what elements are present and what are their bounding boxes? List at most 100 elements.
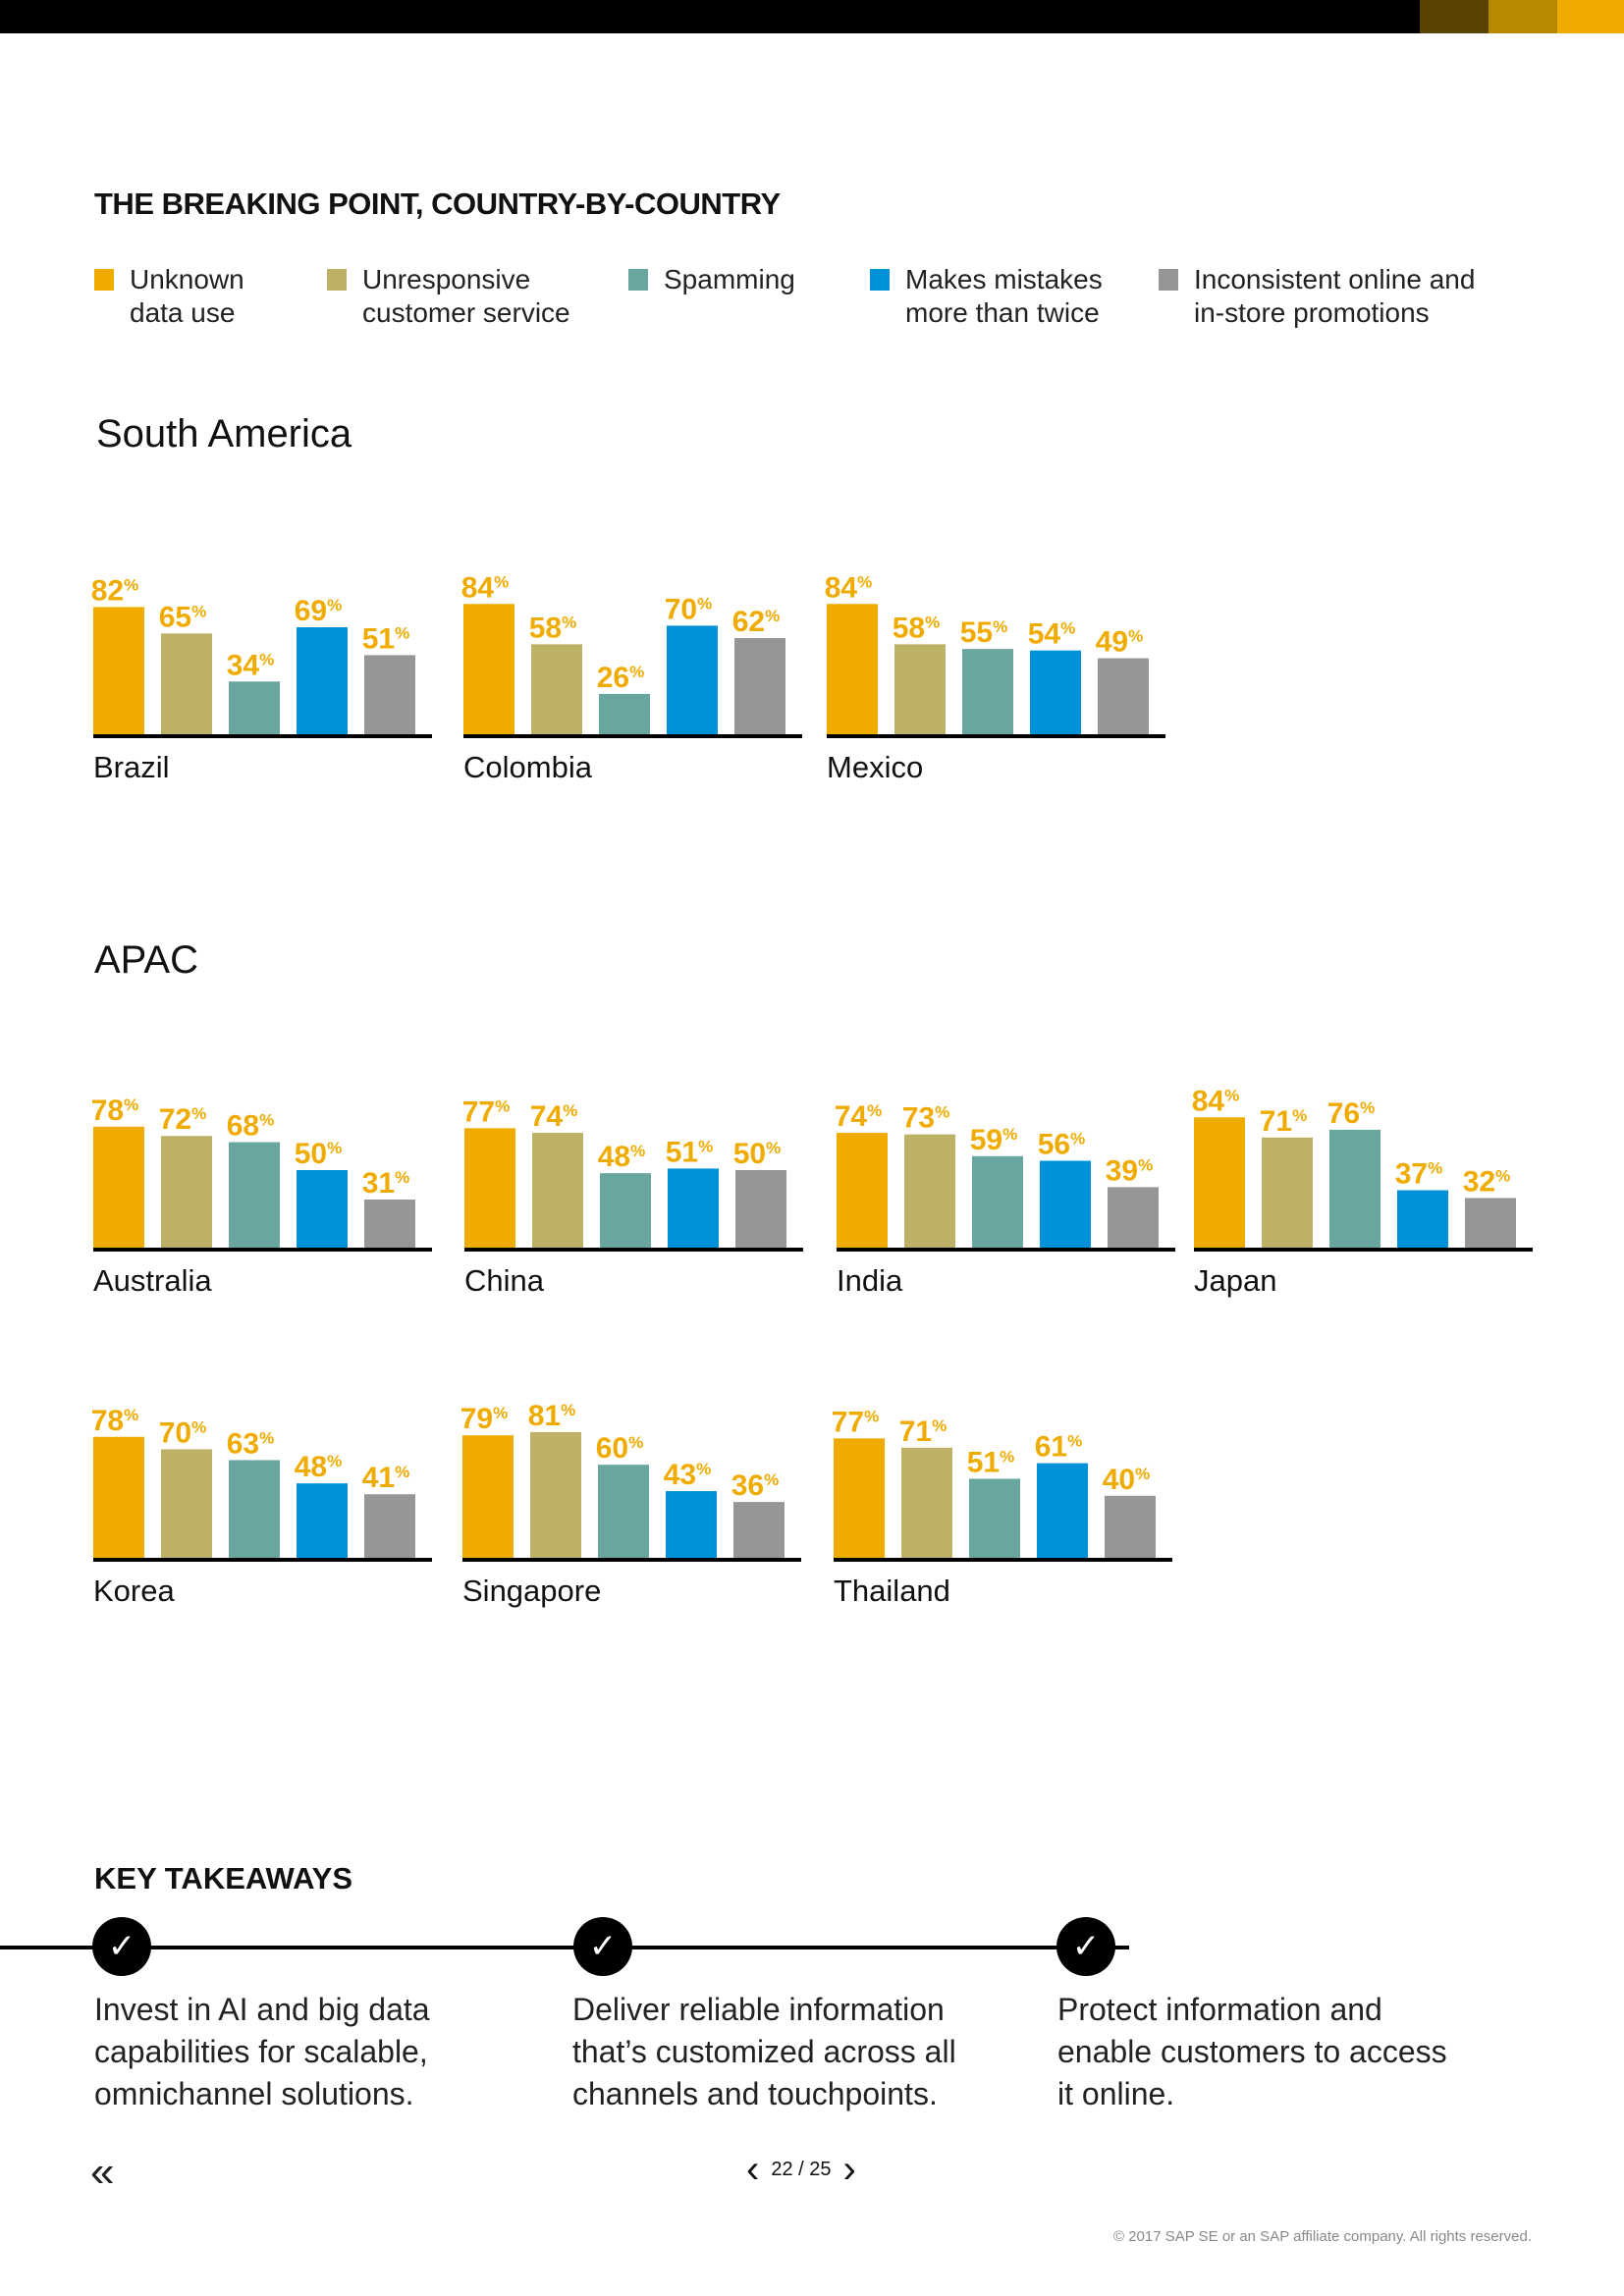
checkmark-icon: ✓ bbox=[92, 1917, 151, 1976]
bar-thailand-5 bbox=[1105, 1495, 1156, 1558]
bar-mexico-3 bbox=[962, 649, 1013, 734]
data-label: 31% bbox=[362, 1167, 410, 1200]
country-label: Japan bbox=[1194, 1263, 1277, 1298]
bar-chart-svg: 77% 71% 51% 61% 40% bbox=[832, 1406, 1172, 1562]
checkmark-icon: ✓ bbox=[573, 1917, 632, 1976]
bar-singapore-2 bbox=[530, 1432, 581, 1558]
data-label: 39% bbox=[1106, 1154, 1154, 1187]
page-navigator: ‹ 22 / 25 › bbox=[746, 2150, 856, 2189]
bar-mexico-5 bbox=[1098, 658, 1149, 734]
bar-brazil-5 bbox=[364, 655, 415, 734]
legend-item-spamming: Spamming bbox=[628, 263, 795, 296]
chart-india: 74% 73% 59% 56% 39% India bbox=[835, 1019, 1175, 1313]
chart-baseline bbox=[834, 1558, 1172, 1562]
legend-label: Spamming bbox=[664, 264, 795, 294]
chart-korea: 78% 70% 63% 48% 41% Korea bbox=[91, 1329, 432, 1624]
previous-page-button[interactable]: ‹ bbox=[746, 2148, 760, 2191]
data-label: 32% bbox=[1463, 1165, 1511, 1198]
data-label: 73% bbox=[902, 1102, 950, 1135]
bar-singapore-1 bbox=[462, 1435, 514, 1558]
data-label: 77% bbox=[832, 1406, 880, 1438]
bar-korea-5 bbox=[364, 1494, 415, 1558]
chart-baseline bbox=[464, 1248, 803, 1252]
bar-colombia-1 bbox=[463, 604, 514, 734]
bar-colombia-5 bbox=[734, 638, 785, 734]
country-label: Brazil bbox=[93, 750, 170, 784]
legend-swatch bbox=[327, 269, 347, 291]
data-label: 78% bbox=[91, 1405, 139, 1437]
back-to-start-button[interactable]: « bbox=[90, 2148, 115, 2196]
top-bar-swatch-dark bbox=[1420, 0, 1489, 33]
legend-item-makes-mistakes: Makes mistakes more than twice bbox=[870, 263, 1103, 330]
bar-australia-3 bbox=[229, 1142, 280, 1248]
bar-chart-svg: 78% 72% 68% 50% 31% bbox=[91, 1095, 432, 1252]
bar-thailand-3 bbox=[969, 1478, 1020, 1558]
bar-china-4 bbox=[668, 1168, 719, 1248]
data-label: 49% bbox=[1096, 626, 1144, 659]
data-label: 59% bbox=[970, 1124, 1018, 1156]
data-label: 36% bbox=[731, 1469, 780, 1502]
bar-thailand-4 bbox=[1037, 1463, 1088, 1558]
bar-india-5 bbox=[1108, 1187, 1159, 1248]
data-label: 58% bbox=[529, 612, 577, 644]
data-label: 69% bbox=[295, 595, 343, 627]
bar-china-2 bbox=[532, 1133, 583, 1248]
legend-item-unknown-data-use: Unknown data use bbox=[94, 263, 244, 330]
data-label: 60% bbox=[596, 1432, 644, 1465]
legend-swatch bbox=[1159, 269, 1178, 291]
data-label: 84% bbox=[825, 571, 873, 604]
bar-singapore-5 bbox=[733, 1502, 785, 1558]
takeaway-text: Deliver reliable information that’s cust… bbox=[572, 1992, 956, 2111]
takeaway-text: Protect information and enable customers… bbox=[1057, 1992, 1447, 2111]
data-label: 76% bbox=[1327, 1097, 1376, 1130]
data-label: 74% bbox=[835, 1100, 883, 1133]
chart-china: 77% 74% 48% 51% 50% China bbox=[462, 1019, 803, 1313]
bar-australia-4 bbox=[297, 1170, 348, 1248]
bar-australia-1 bbox=[93, 1126, 144, 1248]
chart-baseline bbox=[462, 1558, 801, 1562]
country-label: Colombia bbox=[463, 750, 592, 784]
bar-korea-2 bbox=[161, 1449, 212, 1558]
bar-china-5 bbox=[735, 1170, 786, 1248]
bar-chart-svg: 78% 70% 63% 48% 41% bbox=[91, 1405, 432, 1562]
bar-japan-1 bbox=[1194, 1117, 1245, 1248]
data-label: 58% bbox=[893, 612, 941, 644]
bar-australia-2 bbox=[161, 1136, 212, 1248]
chart-australia: 78% 72% 68% 50% 31% Australia bbox=[91, 1019, 432, 1313]
data-label: 70% bbox=[665, 593, 713, 625]
data-label: 43% bbox=[664, 1459, 712, 1491]
data-label: 78% bbox=[91, 1095, 139, 1127]
bar-chart-svg: 84% 58% 26% 70% 62% bbox=[461, 571, 802, 738]
country-label: Korea bbox=[93, 1574, 175, 1608]
data-label: 62% bbox=[732, 606, 781, 638]
bar-japan-2 bbox=[1262, 1137, 1313, 1248]
next-page-button[interactable]: › bbox=[842, 2148, 856, 2191]
chart-singapore: 79% 81% 60% 43% 36% Singapore bbox=[460, 1329, 801, 1624]
chart-mexico: 84% 58% 55% 54% 49% Mexico bbox=[825, 496, 1165, 790]
bar-mexico-1 bbox=[827, 604, 878, 734]
country-label: India bbox=[837, 1263, 903, 1298]
top-bar-swatch-light bbox=[1557, 0, 1624, 33]
legend-label: Unresponsive customer service bbox=[362, 264, 570, 328]
bar-mexico-4 bbox=[1030, 650, 1081, 734]
bar-colombia-2 bbox=[531, 644, 582, 734]
data-label: 81% bbox=[528, 1400, 576, 1432]
bar-china-3 bbox=[600, 1173, 651, 1248]
bar-india-2 bbox=[904, 1134, 955, 1248]
bar-australia-5 bbox=[364, 1200, 415, 1248]
chart-baseline bbox=[827, 734, 1165, 738]
legend-item-unresponsive-service: Unresponsive customer service bbox=[327, 263, 570, 330]
bar-chart-svg: 79% 81% 60% 43% 36% bbox=[460, 1400, 801, 1562]
country-label: China bbox=[464, 1263, 544, 1298]
legend-label: Inconsistent online and in-store promoti… bbox=[1194, 264, 1476, 328]
data-label: 48% bbox=[598, 1141, 646, 1173]
data-label: 71% bbox=[899, 1415, 947, 1448]
data-label: 55% bbox=[960, 616, 1008, 649]
takeaway-text: Invest in AI and big data capabilities f… bbox=[94, 1992, 430, 2111]
bar-chart-svg: 82% 65% 34% 69% 51% bbox=[91, 574, 432, 738]
bar-india-3 bbox=[972, 1155, 1023, 1248]
data-label: 77% bbox=[462, 1095, 511, 1128]
bar-singapore-4 bbox=[666, 1491, 717, 1558]
bar-chart-svg: 74% 73% 59% 56% 39% bbox=[835, 1100, 1175, 1252]
country-label: Thailand bbox=[834, 1574, 950, 1608]
